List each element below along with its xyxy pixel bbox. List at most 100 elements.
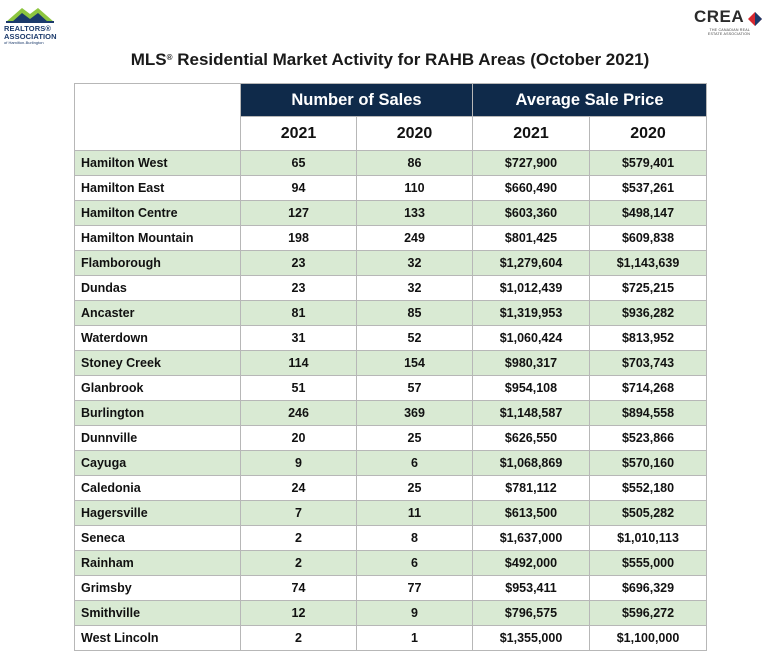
sales-2020-cell: 110	[356, 175, 473, 201]
price-2020-cell: $1,100,000	[588, 625, 708, 651]
market-activity-table: Number of Sales Average Sale Price 2021 …	[74, 83, 708, 651]
sales-2020-cell: 369	[356, 400, 473, 426]
sales-2020-cell: 6	[356, 450, 473, 476]
area-cell: Hagersville	[74, 500, 241, 526]
price-2021-cell: $603,360	[472, 200, 590, 226]
price-2020-cell: $703,743	[588, 350, 708, 376]
year-header: 2020	[356, 116, 473, 151]
area-cell: Seneca	[74, 525, 241, 551]
area-cell: Hamilton West	[74, 150, 241, 176]
area-cell: Burlington	[74, 400, 241, 426]
price-2021-cell: $1,279,604	[472, 250, 590, 276]
price-2020-cell: $1,010,113	[588, 525, 708, 551]
sales-2021-cell: 198	[240, 225, 357, 251]
sales-2021-cell: 23	[240, 275, 357, 301]
page-title: MLS® Residential Market Activity for RAH…	[0, 50, 780, 70]
price-2020-cell: $555,000	[588, 550, 708, 576]
rahb-logo-line1: REALTORS®	[4, 24, 51, 33]
table-row: Waterdown 31 52 $1,060,424 $813,952	[74, 325, 708, 351]
price-2021-cell: $613,500	[472, 500, 590, 526]
table-row: Hamilton West 65 86 $727,900 $579,401	[74, 150, 708, 176]
sales-2020-cell: 25	[356, 475, 473, 501]
sales-2020-cell: 25	[356, 425, 473, 451]
price-2021-cell: $1,637,000	[472, 525, 590, 551]
table-row: Flamborough 23 32 $1,279,604 $1,143,639	[74, 250, 708, 276]
price-2021-cell: $626,550	[472, 425, 590, 451]
table-row: Caledonia 24 25 $781,112 $552,180	[74, 475, 708, 501]
rahb-house-icon	[4, 4, 56, 24]
crea-logo: CREA THE CANADIAN REAL ESTATE ASSOCIATIO…	[694, 8, 776, 44]
table-row: West Lincoln 2 1 $1,355,000 $1,100,000	[74, 625, 708, 651]
sales-2020-cell: 154	[356, 350, 473, 376]
crea-logo-subtitle: THE CANADIAN REAL ESTATE ASSOCIATION	[707, 28, 750, 37]
area-cell: Ancaster	[74, 300, 241, 326]
price-2020-cell: $894,558	[588, 400, 708, 426]
sales-2021-cell: 2	[240, 550, 357, 576]
sales-2020-cell: 249	[356, 225, 473, 251]
sales-2021-cell: 2	[240, 625, 357, 651]
price-2021-cell: $781,112	[472, 475, 590, 501]
sales-2020-cell: 9	[356, 600, 473, 626]
price-2020-cell: $498,147	[588, 200, 708, 226]
group-header-row: Number of Sales Average Sale Price	[74, 83, 708, 151]
area-cell: Dundas	[74, 275, 241, 301]
year-header: 2021	[240, 116, 357, 151]
price-2021-cell: $980,317	[472, 350, 590, 376]
area-cell: Stoney Creek	[74, 350, 241, 376]
price-2020-cell: $505,282	[588, 500, 708, 526]
sales-2020-cell: 6	[356, 550, 473, 576]
price-2021-cell: $801,425	[472, 225, 590, 251]
price-2020-cell: $552,180	[588, 475, 708, 501]
sales-2021-cell: 7	[240, 500, 357, 526]
sales-2020-cell: 85	[356, 300, 473, 326]
area-cell: Flamborough	[74, 250, 241, 276]
price-2020-cell: $936,282	[588, 300, 708, 326]
sales-2020-cell: 52	[356, 325, 473, 351]
sales-2021-cell: 246	[240, 400, 357, 426]
table-row: Ancaster 81 85 $1,319,953 $936,282	[74, 300, 708, 326]
year-header: 2021	[472, 116, 590, 151]
area-cell: West Lincoln	[74, 625, 241, 651]
price-2021-cell: $953,411	[472, 575, 590, 601]
price-2021-cell: $727,900	[472, 150, 590, 176]
area-cell: Dunnville	[74, 425, 241, 451]
area-cell: Hamilton Centre	[74, 200, 241, 226]
area-cell: Rainham	[74, 550, 241, 576]
sales-2020-cell: 77	[356, 575, 473, 601]
price-2021-cell: $954,108	[472, 375, 590, 401]
sales-2020-cell: 1	[356, 625, 473, 651]
sales-2020-cell: 133	[356, 200, 473, 226]
title-rest: Residential Market Activity for RAHB Are…	[172, 50, 650, 69]
title-registered-mark: ®	[166, 53, 173, 62]
price-2020-cell: $570,160	[588, 450, 708, 476]
sales-2021-cell: 12	[240, 600, 357, 626]
price-2020-cell: $1,143,639	[588, 250, 708, 276]
price-2020-cell: $523,866	[588, 425, 708, 451]
rahb-logo-line3: of Hamilton-Burlington	[4, 40, 44, 45]
sales-2020-cell: 86	[356, 150, 473, 176]
sales-2020-cell: 11	[356, 500, 473, 526]
price-2021-cell: $492,000	[472, 550, 590, 576]
table-row: Hamilton Centre 127 133 $603,360 $498,147	[74, 200, 708, 226]
price-2020-cell: $609,838	[588, 225, 708, 251]
price-2020-cell: $714,268	[588, 375, 708, 401]
table-row: Hamilton East 94 110 $660,490 $537,261	[74, 175, 708, 201]
table-row: Dundas 23 32 $1,012,439 $725,215	[74, 275, 708, 301]
sales-2021-cell: 127	[240, 200, 357, 226]
table-row: Seneca 2 8 $1,637,000 $1,010,113	[74, 525, 708, 551]
table-row: Hamilton Mountain 198 249 $801,425 $609,838	[74, 225, 708, 251]
area-header-blank	[74, 83, 241, 151]
sales-2021-cell: 31	[240, 325, 357, 351]
table-row: Rainham 2 6 $492,000 $555,000	[74, 550, 708, 576]
area-cell: Waterdown	[74, 325, 241, 351]
price-2020-cell: $725,215	[588, 275, 708, 301]
sales-2021-cell: 24	[240, 475, 357, 501]
year-header: 2020	[588, 116, 708, 151]
sales-2021-cell: 51	[240, 375, 357, 401]
sales-2021-cell: 20	[240, 425, 357, 451]
sales-2021-cell: 2	[240, 525, 357, 551]
sales-2021-cell: 74	[240, 575, 357, 601]
area-cell: Grimsby	[74, 575, 241, 601]
area-cell: Caledonia	[74, 475, 241, 501]
sales-2020-cell: 32	[356, 250, 473, 276]
